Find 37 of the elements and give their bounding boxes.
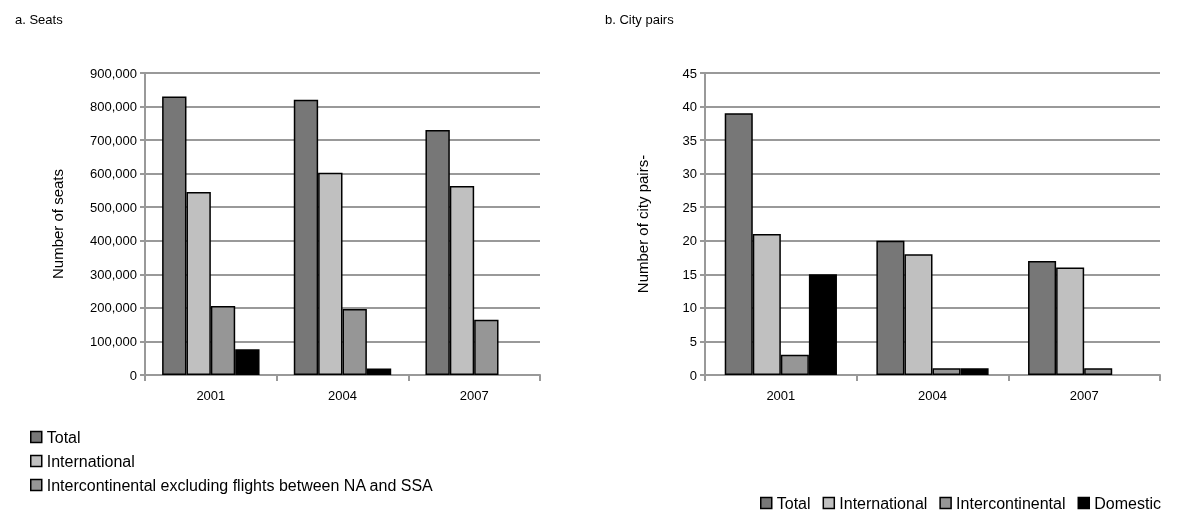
y-tick-label: 200,000 — [90, 300, 137, 316]
y-tick-label: 0 — [129, 367, 137, 383]
legend-label: Total — [46, 428, 81, 446]
y-tick-label: 100,000 — [90, 333, 137, 349]
y-tick-label: 800,000 — [90, 99, 137, 115]
legend-label: Intercontinental excluding flights between NA and SSA — [46, 476, 434, 494]
y-tick-label: 900,000 — [90, 65, 137, 81]
y-tick-label: 5 — [689, 333, 697, 349]
y-tick-label: 15 — [682, 266, 697, 282]
legend-label: International — [839, 494, 928, 512]
x-tick-label: 2007 — [459, 388, 489, 403]
y-tick-label: 600,000 — [90, 166, 137, 182]
y-tick-label: 30 — [682, 166, 697, 182]
x-tick-label: 2007 — [1069, 388, 1099, 403]
x-tick-label: 2001 — [196, 388, 226, 403]
y-tick-label: 40 — [682, 99, 697, 115]
legend-label: Domestic — [1094, 494, 1161, 512]
x-tick-label: 2004 — [918, 388, 947, 403]
y-tick-label: 300,000 — [90, 266, 137, 282]
y-tick-label: 35 — [682, 132, 697, 148]
y-tick-label: 10 — [682, 300, 697, 316]
y-tick-label: 400,000 — [90, 233, 137, 249]
y-tick-label: 0 — [689, 367, 697, 383]
x-tick-label: 2001 — [766, 388, 796, 403]
legend-label: Intercontinental — [956, 494, 1066, 512]
text: a. Seats — [15, 12, 64, 27]
y-tick-label: 700,000 — [90, 132, 137, 148]
y-tick-label: 45 — [682, 65, 697, 81]
x-tick-label: 2004 — [328, 388, 357, 403]
chart-title: b. City pairs — [605, 12, 675, 27]
y-tick-label: 500,000 — [90, 199, 137, 215]
y-tick-label: 20 — [682, 233, 697, 249]
y-tick-label: 25 — [682, 199, 697, 215]
y-axis-title: Number of seats — [49, 168, 66, 280]
legend-label: Total — [776, 494, 811, 512]
legend-label: International — [46, 452, 135, 470]
y-axis-title: Number of city pairs- — [634, 154, 651, 294]
